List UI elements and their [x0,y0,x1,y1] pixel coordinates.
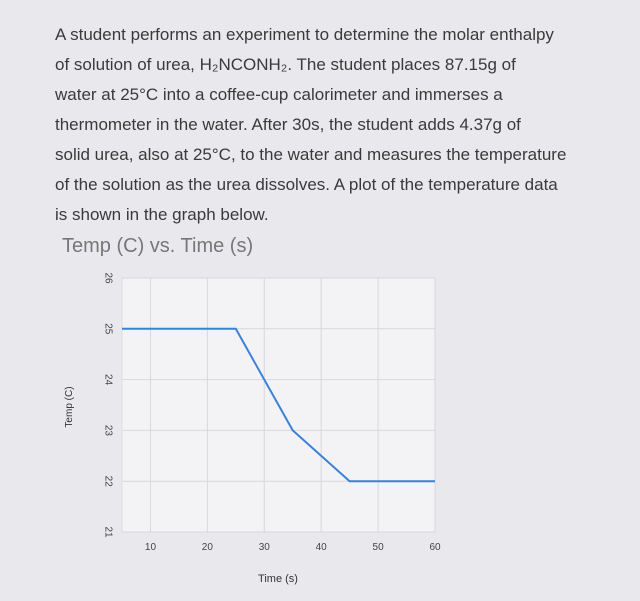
paragraph-line: solid urea, also at 25°C, to the water a… [55,145,566,164]
paragraph-line: thermometer in the water. After 30s, the… [55,115,521,134]
paragraph-line: A student performs an experiment to dete… [55,25,554,44]
x-tick-label: 20 [202,542,214,553]
x-tick-label: 30 [259,542,271,553]
y-tick-label: 26 [102,272,113,284]
x-tick-label: 50 [373,542,385,553]
paragraph-line: of the solution as the urea dissolves. A… [55,175,558,194]
x-tick-label: 40 [316,542,328,553]
y-tick-label: 25 [102,323,113,335]
data-line [122,327,435,483]
y-tick-label: 21 [102,526,113,538]
y-tick-label: 23 [102,425,113,437]
paragraph-line: water at 25°C into a coffee-cup calorime… [54,85,503,104]
y-tick-label: 22 [102,476,113,488]
x-axis-label: Time (s) [258,573,298,585]
paragraph-line: is shown in the graph below. [55,205,269,224]
paragraph-line: of solution of urea, H₂NCONH₂. The stude… [55,55,516,74]
x-tick-label: 10 [145,542,157,553]
y-axis-label: Temp (C) [64,386,75,427]
x-tick-label: 60 [429,542,441,553]
chart-title: Temp (C) vs. Time (s) [62,235,253,257]
y-tick-label: 24 [102,374,113,386]
